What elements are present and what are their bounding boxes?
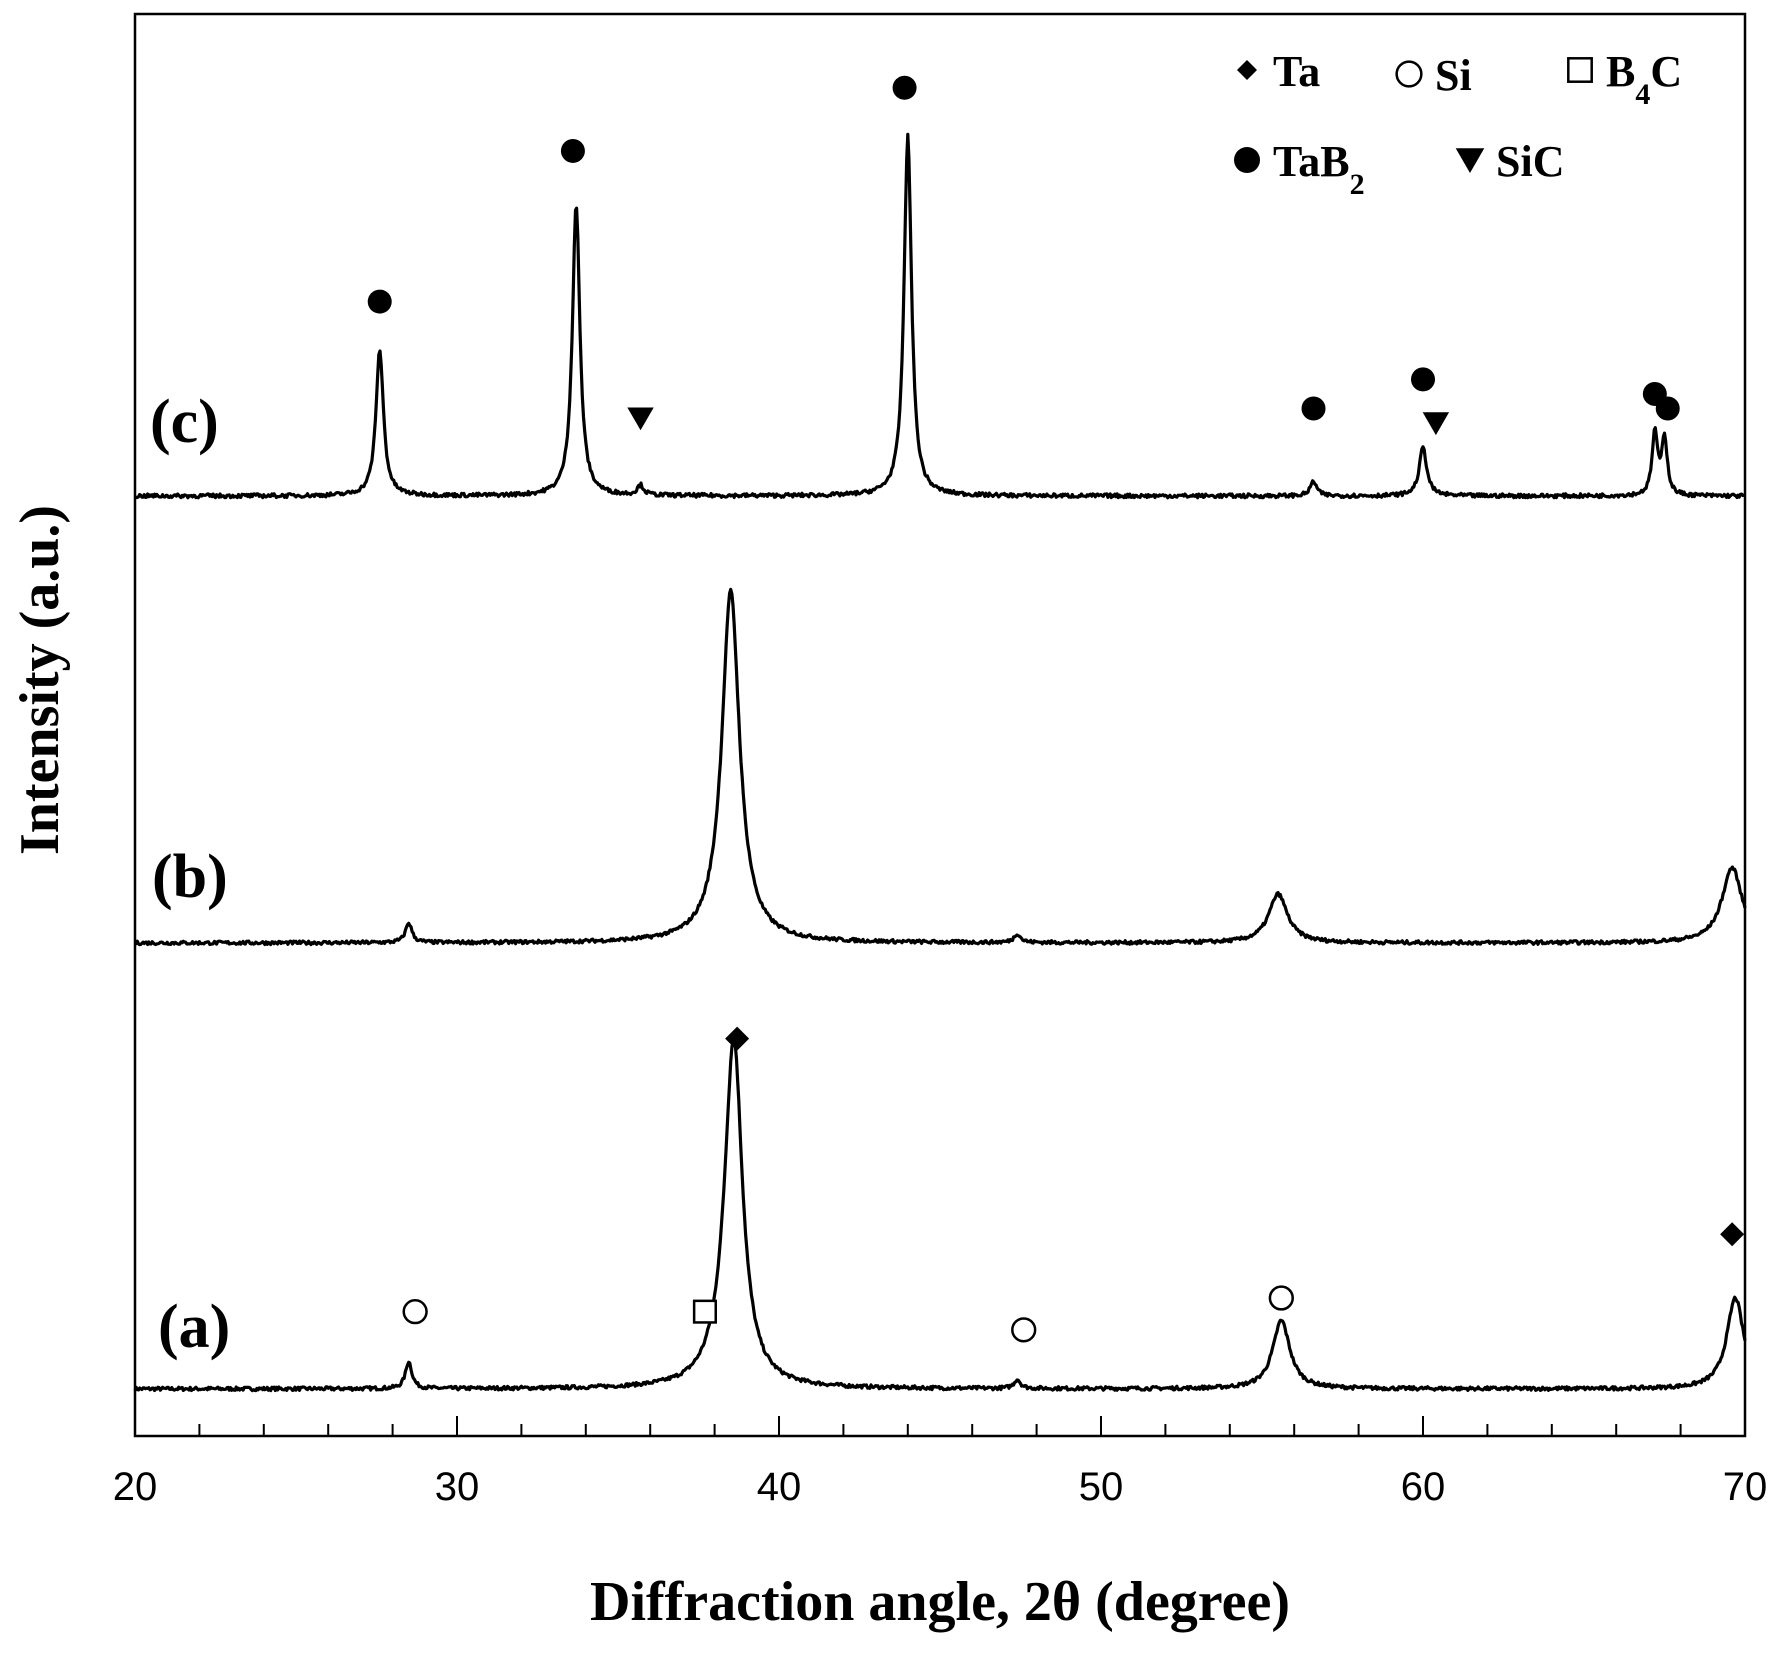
x-tick-label: 50: [1079, 1465, 1124, 1509]
legend-label: B4C: [1606, 47, 1682, 111]
x-axis-title: Diffraction angle, 2θ (degree): [590, 1571, 1290, 1633]
diffraction-curves: [133, 132, 1747, 1393]
filled-circle-marker: [1301, 396, 1326, 421]
curve-label-a: (a): [158, 1293, 230, 1361]
y-axis-title: Intensity (a.u.): [9, 505, 71, 855]
legend-label: SiC: [1496, 137, 1564, 186]
curve-label-b: (b): [152, 843, 228, 911]
curve-label-c: (c): [150, 388, 219, 456]
x-tick-label: 70: [1723, 1465, 1768, 1509]
curve-c: [133, 132, 1746, 500]
legend-filled-circle-icon: [1234, 147, 1260, 173]
filled-circle-marker: [560, 138, 585, 163]
x-axis-ticks: [134, 1416, 1746, 1436]
legend-triangle-down-icon: [1455, 148, 1485, 173]
legend-label: Ta: [1273, 47, 1320, 96]
diamond-marker: [725, 1026, 750, 1051]
triangle-down-marker: [1422, 412, 1450, 436]
filled-circle-marker: [1655, 396, 1680, 421]
x-tick-label: 20: [113, 1465, 158, 1509]
x-axis-tick-labels: 20 30 40 50 60 70: [113, 1465, 1768, 1509]
open-square-marker: [692, 1299, 717, 1324]
open-circle-marker: [1268, 1285, 1294, 1311]
filled-circle-marker: [367, 289, 392, 314]
legend-open-square-icon: [1567, 57, 1593, 83]
open-circle-marker: [402, 1299, 428, 1325]
curve-b: [133, 587, 1747, 947]
peak-markers: [367, 75, 1745, 1343]
triangle-down-marker: [627, 407, 654, 431]
curve-a: [133, 1035, 1747, 1393]
curve-labels: (a) (b) (c): [150, 388, 230, 1361]
plot-frame: [133, 12, 1747, 1438]
x-tick-label: 60: [1401, 1465, 1446, 1509]
x-tick-label: 30: [435, 1465, 480, 1509]
legend-diamond-icon: [1237, 60, 1257, 80]
filled-circle-marker: [892, 75, 917, 100]
legend-label: TaB2: [1273, 137, 1365, 201]
x-tick-label: 40: [757, 1465, 802, 1509]
filled-circle-marker: [1411, 367, 1435, 392]
open-circle-marker: [1011, 1317, 1037, 1343]
legend-open-circle-icon: [1395, 60, 1423, 88]
legend-label: Si: [1435, 51, 1472, 100]
legend: Ta Si B4C TaB2 SiC: [1234, 47, 1682, 201]
diamond-marker: [1720, 1222, 1745, 1247]
